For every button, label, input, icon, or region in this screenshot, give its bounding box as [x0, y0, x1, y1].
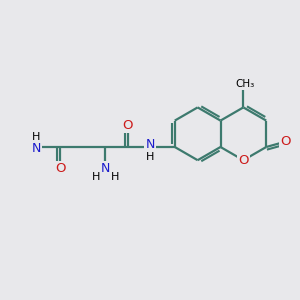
Text: H: H	[32, 132, 41, 142]
Text: H: H	[146, 152, 154, 162]
Text: CH₃: CH₃	[235, 79, 254, 89]
Text: O: O	[122, 119, 133, 132]
Text: H: H	[111, 172, 119, 182]
Text: O: O	[238, 154, 249, 167]
Text: N: N	[146, 138, 155, 151]
Text: O: O	[55, 162, 65, 175]
Text: N: N	[100, 162, 110, 175]
Text: O: O	[280, 135, 291, 148]
Text: H: H	[92, 172, 100, 182]
Text: N: N	[32, 142, 41, 155]
